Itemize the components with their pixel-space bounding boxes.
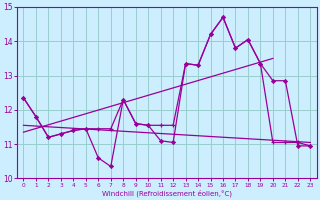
X-axis label: Windchill (Refroidissement éolien,°C): Windchill (Refroidissement éolien,°C) xyxy=(102,189,232,197)
